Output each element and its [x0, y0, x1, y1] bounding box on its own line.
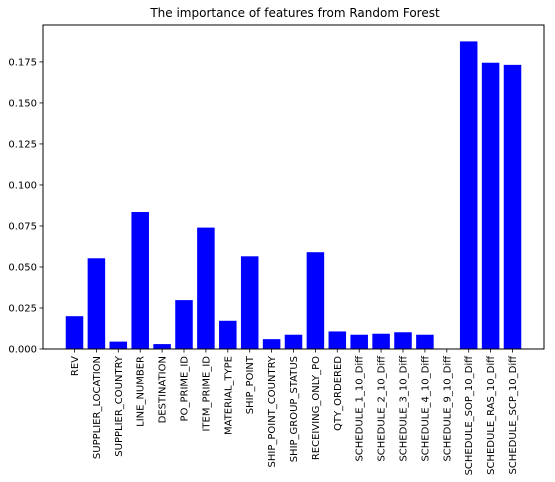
bar-schedule-scp-10-diff: [503, 64, 522, 350]
x-tick-label: PO_PRIME_ID: [180, 356, 191, 422]
x-tick-label: SHIP_GROUP_STATUS: [289, 356, 300, 462]
x-tick-label: RECEIVING_ONLY_PO: [311, 356, 322, 460]
bar-ship-point-country: [262, 339, 281, 349]
chart-title: The importance of features from Random F…: [149, 6, 440, 20]
bar-schedule-2-10-diff: [372, 333, 390, 349]
x-tick-label: ITEM_PRIME_ID: [201, 356, 212, 432]
bar-schedule-3-10-diff: [394, 332, 412, 349]
bar-schedule-sop-10-diff: [459, 41, 478, 349]
x-tick-label: SUPPLIER_COUNTRY: [114, 355, 125, 457]
bar-ship-point: [240, 256, 259, 349]
y-axis: 0.000 0.025 0.050 0.075 0.100 0.125 0.150 0.175: [8, 57, 43, 356]
x-axis: REV SUPPLIER_LOCATION SUPPLIER_COUNTRY LINE…: [70, 349, 519, 475]
x-tick-label: SHIP_POINT_COUNTRY: [267, 355, 278, 467]
x-tick-label: SCHEDULE_1_10_Diff: [355, 355, 366, 462]
y-tick-label: 0.175: [8, 57, 37, 68]
bar-qty-ordered: [328, 331, 347, 349]
bar-ship-group-status: [284, 334, 303, 349]
bar-material-type: [219, 320, 237, 349]
bar-rev: [65, 316, 84, 349]
y-tick-label: 0.075: [8, 221, 37, 232]
x-tick-label: LINE_NUMBER: [136, 356, 147, 427]
x-tick-label: SCHEDULE_SCP_10_Diff: [508, 355, 519, 475]
bar-line-number: [131, 212, 149, 349]
x-tick-label: SCHEDULE_9_10_Diff: [442, 355, 453, 462]
bar-po-prime-id: [175, 300, 193, 349]
y-tick-label: 0.000: [8, 345, 37, 356]
plot-frame: [42, 24, 545, 350]
y-tick-label: 0.125: [8, 139, 37, 150]
y-tick-label: 0.150: [8, 98, 37, 109]
x-tick-label: SCHEDULE_4_10_Diff: [420, 355, 431, 462]
x-tick-label: SCHEDULE_2_10_Diff: [377, 355, 388, 462]
x-tick-label: MATERIAL_TYPE: [223, 356, 234, 435]
y-tick-label: 0.050: [8, 262, 37, 273]
bar-item-prime-id: [197, 227, 215, 349]
x-tick-label: SCHEDULE_SOP_10_Diff: [464, 355, 475, 476]
bars-group: [65, 41, 522, 350]
bar-supplier-location: [87, 258, 106, 349]
y-tick-label: 0.025: [8, 303, 37, 314]
x-tick-label: SCHEDULE_3_10_Diff: [399, 355, 410, 462]
bar-schedule-ras-10-diff: [481, 62, 500, 349]
x-tick-label: QTY_ORDERED: [333, 356, 344, 431]
x-tick-label: SHIP_POINT: [245, 355, 256, 414]
x-tick-label: SCHEDULE_RAS_10_Diff: [486, 355, 497, 475]
x-tick-label: REV: [70, 356, 81, 376]
bar-supplier-country: [109, 341, 128, 349]
bar-schedule-1-10-diff: [350, 334, 368, 349]
x-tick-label: SUPPLIER_LOCATION: [92, 356, 103, 459]
bar-receiving-only-po: [306, 252, 325, 349]
y-tick-label: 0.100: [8, 180, 37, 191]
x-tick-label: DESTINATION: [158, 356, 169, 423]
bar-destination: [153, 344, 171, 349]
bar-schedule-4-10-diff: [416, 334, 434, 349]
